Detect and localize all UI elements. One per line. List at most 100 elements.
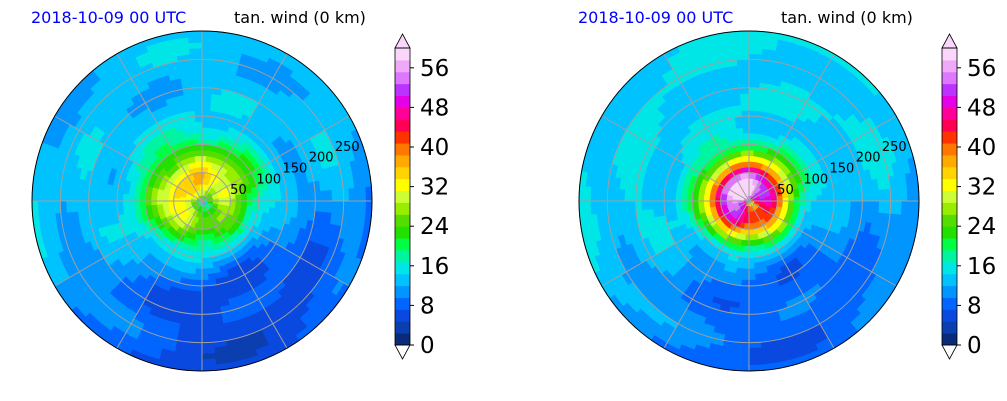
- field-cell: [799, 195, 807, 202]
- field-cell: [37, 186, 45, 202]
- field-cell: [187, 41, 203, 49]
- colorbar-swatch: [942, 190, 957, 203]
- colorbar-swatch: [942, 333, 957, 346]
- field-cell: [201, 87, 213, 95]
- grid-spoke: [201, 200, 350, 287]
- field-cell: [187, 353, 203, 361]
- field-cell: [201, 262, 209, 270]
- field-cell: [833, 200, 841, 210]
- colorbar-swatch: [942, 166, 957, 180]
- colorbar-swatch: [942, 178, 957, 192]
- right-panel: 2018-10-09 00 UTC tan. wind (0 km) 50 100…: [547, 0, 1007, 401]
- field-cell: [816, 200, 824, 208]
- field-cell: [878, 200, 886, 214]
- right-date-label: 2018-10-09 00 UTC: [578, 8, 734, 27]
- field-cell: [122, 200, 129, 209]
- field-cell: [105, 192, 113, 202]
- colorbar-swatch: [942, 202, 957, 215]
- field-cell: [93, 191, 101, 202]
- field-cell: [737, 70, 750, 78]
- field-cell: [190, 319, 203, 327]
- field-cell: [697, 191, 705, 198]
- field-cell: [359, 200, 367, 216]
- field-cell: [867, 200, 875, 213]
- field-cell: [680, 200, 688, 208]
- field-cell: [201, 121, 210, 128]
- grid-spoke: [601, 115, 750, 202]
- field-cell: [782, 200, 790, 205]
- colorbar-tick-label: 56: [967, 56, 996, 82]
- field-cell: [201, 160, 206, 168]
- field-cell: [584, 186, 592, 202]
- colorbar-swatch: [395, 71, 410, 85]
- field-cell: [71, 189, 79, 202]
- field-cell: [822, 200, 829, 209]
- field-cell: [748, 75, 761, 83]
- colorbar-swatch: [395, 285, 410, 298]
- field-cell: [275, 200, 282, 209]
- field-cell: [201, 126, 209, 134]
- grid-spoke: [601, 200, 750, 287]
- radial-tick-label: 100: [256, 172, 281, 187]
- field-cell: [736, 330, 750, 338]
- field-cell: [252, 195, 260, 202]
- field-cell: [734, 358, 750, 366]
- colorbar-swatch: [942, 285, 957, 298]
- field-cell: [748, 70, 761, 78]
- field-cell: [188, 47, 203, 55]
- field-cell: [263, 206, 271, 214]
- field-cell: [872, 189, 880, 202]
- field-cell: [201, 138, 208, 145]
- field-cell: [736, 336, 750, 344]
- polar-frame: [31, 30, 373, 372]
- grid-spoke: [748, 53, 835, 202]
- radial-tick-label: 50: [230, 183, 247, 198]
- field-cell: [748, 290, 758, 298]
- colorbar: 0 8 16 24 32 40 48 56: [941, 33, 996, 360]
- radial-tick-label: 150: [830, 161, 855, 176]
- field-cell: [201, 47, 216, 55]
- field-cell: [740, 290, 750, 298]
- colorbar-tick-label: 24: [420, 214, 449, 240]
- field-cell: [71, 200, 79, 213]
- field-cell: [88, 190, 96, 202]
- field-cell: [748, 358, 764, 366]
- field-cell: [748, 251, 755, 259]
- field-cell: [235, 200, 243, 205]
- field-cell: [686, 200, 693, 207]
- field-cell: [844, 200, 852, 211]
- field-cell: [748, 257, 755, 264]
- colorbar-swatch: [942, 119, 957, 132]
- field-cell: [192, 92, 203, 100]
- field-cell: [748, 302, 759, 310]
- field-cell: [195, 126, 203, 134]
- colorbar-swatch: [395, 107, 410, 120]
- colorbar-swatch: [942, 71, 957, 85]
- field-cell: [139, 195, 146, 202]
- grid-spoke: [201, 115, 350, 202]
- field-cell: [734, 41, 750, 49]
- field-cell: [127, 200, 135, 208]
- colorbar-swatch: [395, 202, 410, 215]
- field-cell: [201, 353, 217, 361]
- field-cell: [194, 121, 203, 128]
- field-cell: [691, 200, 699, 207]
- field-cell: [201, 115, 210, 123]
- wind-field: [31, 30, 373, 372]
- field-cell: [286, 192, 294, 202]
- field-cell: [201, 41, 217, 49]
- field-cell: [652, 192, 660, 202]
- field-cell: [748, 262, 756, 270]
- field-cell: [748, 41, 764, 49]
- field-cell: [612, 200, 620, 214]
- field-cell: [207, 132, 215, 140]
- field-cell: [291, 192, 299, 202]
- field-cell: [646, 200, 654, 211]
- colorbar-tick-label: 8: [420, 293, 435, 319]
- colorbar: 0 8 16 24 32 40 48 56: [394, 33, 449, 360]
- field-cell: [748, 58, 762, 66]
- grid-spoke: [748, 200, 835, 349]
- colorbar-tick-label: 32: [967, 175, 996, 201]
- field-cell: [258, 195, 265, 202]
